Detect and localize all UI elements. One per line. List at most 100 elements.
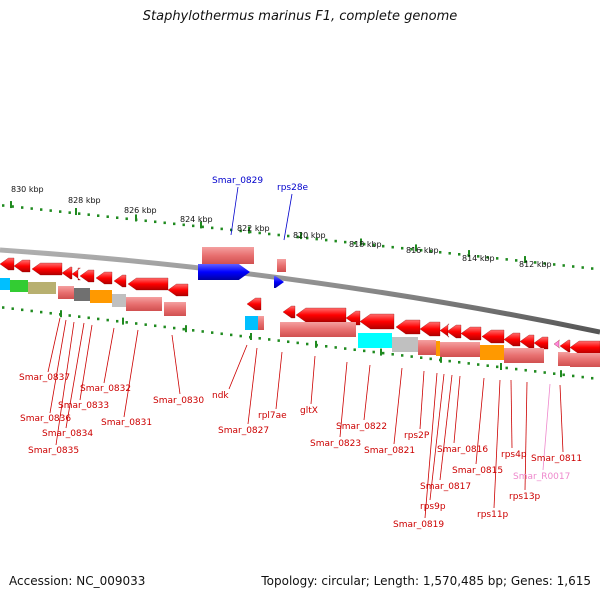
inner-ruler-dot xyxy=(192,329,195,332)
gene-label: Smar_0819 xyxy=(393,520,444,530)
gene-label: Smar_0816 xyxy=(437,445,488,455)
gene-box-rps28e-product xyxy=(277,259,286,272)
inner-ruler-dot xyxy=(201,330,204,333)
gene-arrow-red xyxy=(246,297,262,311)
inner-ruler-dot xyxy=(553,372,556,375)
ruler-dot xyxy=(486,256,489,259)
ruler-dot xyxy=(439,250,442,254)
inner-ruler-dot xyxy=(230,333,233,337)
gene-box-pink xyxy=(570,353,600,367)
inner-ruler-dot xyxy=(163,325,166,329)
gene-label: Smar_0832 xyxy=(80,384,131,394)
inner-ruler-dot xyxy=(420,356,423,359)
ruler-dot xyxy=(581,266,584,269)
inner-ruler-major-tick xyxy=(500,363,502,370)
label-leader xyxy=(339,361,348,438)
inner-ruler-dot xyxy=(287,340,290,344)
ruler-dot xyxy=(477,255,480,258)
ruler-dot xyxy=(49,209,52,212)
label-leader xyxy=(65,322,85,429)
ruler-dot xyxy=(325,238,328,242)
gene-arrow-red xyxy=(31,262,63,276)
gene-arrow-red xyxy=(359,313,395,330)
ruler-dot xyxy=(106,215,109,218)
ruler-major-tick xyxy=(200,221,202,229)
inner-ruler-dot xyxy=(325,345,328,348)
inner-ruler-dot xyxy=(401,354,404,357)
gene-label: Smar_0829 xyxy=(212,176,263,186)
inner-ruler-dot xyxy=(486,364,489,367)
gene-labels: Smar_0829 rps28e Smar_0837 Smar_0836 Smar_08… xyxy=(19,176,582,530)
inner-ruler-dot xyxy=(334,346,337,349)
gene-arrow-red xyxy=(282,305,296,319)
ruler-dot xyxy=(144,219,147,223)
gene-label: rps4p xyxy=(501,450,527,460)
gene-box-grey xyxy=(74,288,90,301)
gene-box-orange xyxy=(480,345,504,360)
label-leader xyxy=(393,367,403,445)
inner-ruler-major-tick xyxy=(122,317,124,325)
gene-box-silver xyxy=(112,294,126,307)
inner-ruler-major-tick xyxy=(60,310,62,318)
inner-ruler-dot xyxy=(382,351,385,355)
ruler-dot xyxy=(258,231,261,235)
inner-ruler-dot xyxy=(220,332,223,336)
gene-label: rps2P xyxy=(404,431,430,441)
gene-label: rps9p xyxy=(420,502,446,512)
gene-arrow-red xyxy=(439,323,450,338)
gene-box-pink xyxy=(418,340,436,355)
gene-arrow-red xyxy=(295,307,347,323)
gene-arrow-rrna xyxy=(553,339,561,349)
label-leader xyxy=(283,193,293,241)
gene-arrow-red xyxy=(13,259,31,273)
inner-ruler-dot xyxy=(515,367,518,371)
gene-arrow-red xyxy=(345,310,361,326)
ruler-dot xyxy=(562,264,565,267)
ruler-major-tick xyxy=(248,226,250,234)
gene-label: Smar_0833 xyxy=(58,401,109,411)
ruler-dot xyxy=(401,246,404,250)
ruler-major-tick xyxy=(524,256,526,264)
ruler-dot xyxy=(182,223,185,227)
label-leader xyxy=(475,377,485,465)
inner-ruler-dot xyxy=(429,357,432,361)
gene-label: Smar_0817 xyxy=(420,482,471,492)
gene-box-smar-0829-product xyxy=(202,247,254,264)
ruler-label: 824 kbp xyxy=(180,215,213,224)
gene-label: Smar_0835 xyxy=(28,446,79,456)
ruler-dot xyxy=(296,235,299,239)
ruler-dot xyxy=(97,214,100,217)
ruler-dot xyxy=(154,220,157,224)
ruler-label: 830 kbp xyxy=(11,185,44,194)
inner-ruler-dot xyxy=(87,316,90,320)
label-leader xyxy=(228,344,248,390)
ruler-dot xyxy=(372,243,375,247)
ruler-dot xyxy=(515,259,518,262)
gene-box-pink xyxy=(126,297,162,311)
ruler-dot xyxy=(534,261,537,264)
inner-ruler-dot xyxy=(372,350,375,354)
gene-arrow-red xyxy=(71,267,81,281)
ruler-dot xyxy=(239,229,242,233)
gene-label: Smar_0836 xyxy=(20,414,71,424)
gene-label: rps28e xyxy=(277,183,309,193)
gene-label: rpl7ae xyxy=(258,411,287,421)
ruler-dot xyxy=(59,210,62,213)
inner-ruler-dot xyxy=(182,327,185,331)
gene-label: gltX xyxy=(300,406,318,416)
ruler-dot xyxy=(334,239,337,243)
label-leader xyxy=(171,334,181,395)
inner-ruler-dot xyxy=(49,311,52,315)
inner-ruler-dot xyxy=(524,368,527,372)
inner-ruler-dot xyxy=(534,370,537,373)
inner-ruler-dot xyxy=(562,373,565,377)
ruler-label: 812 kbp xyxy=(519,260,552,269)
label-leader xyxy=(424,372,438,519)
label-leader xyxy=(524,381,528,491)
gene-arrow-red xyxy=(0,257,15,271)
gene-arrow-red xyxy=(503,332,521,347)
ruler-dot xyxy=(591,267,594,270)
ruler-dot xyxy=(201,225,204,229)
ruler-dot xyxy=(543,262,546,265)
ruler-dot xyxy=(353,241,356,245)
